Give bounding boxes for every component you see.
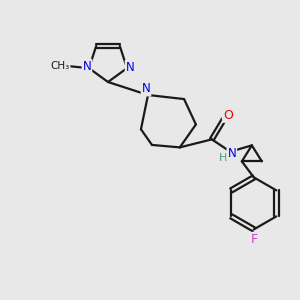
Text: H: H [219, 153, 227, 164]
Text: N: N [227, 147, 236, 160]
Text: N: N [126, 61, 134, 74]
Text: N: N [82, 60, 91, 73]
Text: O: O [223, 109, 233, 122]
Text: F: F [250, 233, 257, 246]
Text: CH₃: CH₃ [50, 61, 70, 71]
Text: N: N [142, 82, 150, 95]
